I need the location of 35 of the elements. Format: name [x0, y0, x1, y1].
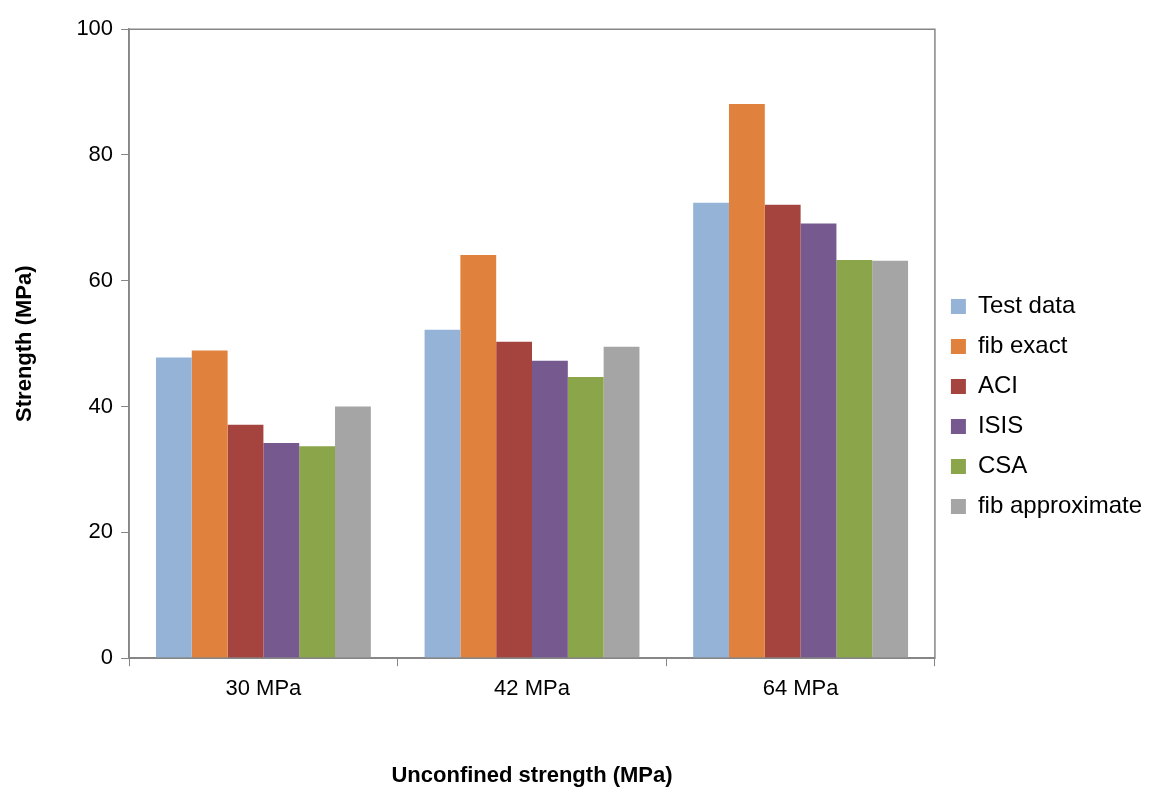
x-axis-title: Unconfined strength (MPa): [391, 761, 673, 787]
bar: [191, 350, 228, 658]
bar: [764, 204, 801, 658]
y-axis-title: Strength (MPa): [11, 265, 37, 422]
bar: [800, 223, 837, 658]
bar: [155, 357, 192, 658]
y-tick-label: 20: [88, 518, 114, 544]
legend-label: ACI: [977, 371, 1018, 399]
bar: [335, 406, 371, 658]
y-tick-label: 80: [88, 141, 114, 167]
bar: [728, 104, 765, 658]
y-tick-label: 0: [100, 644, 114, 670]
bar: [872, 260, 909, 658]
bar: [567, 377, 604, 658]
x-tick-label: 42 MPa: [494, 675, 571, 701]
bar: [496, 341, 533, 658]
legend-label: ISIS: [977, 411, 1024, 439]
legend-label: CSA: [977, 451, 1028, 479]
bar: [299, 446, 336, 658]
x-tick-label: 30 MPa: [225, 675, 303, 701]
bar: [603, 346, 640, 658]
legend-label: Test data: [977, 291, 1076, 319]
legend-label: fib exact: [977, 331, 1068, 359]
bar: [693, 202, 729, 658]
bar: [836, 260, 873, 658]
y-tick-label: 100: [76, 15, 114, 41]
bar: [263, 443, 300, 658]
bar: [460, 255, 497, 658]
legend-label: fib approximate: [977, 491, 1143, 519]
y-tick-label: 60: [88, 266, 114, 292]
x-tick-label: 64 MPa: [762, 675, 840, 701]
bar: [424, 329, 461, 658]
bar: [532, 360, 568, 658]
bar: [227, 424, 264, 658]
y-tick-label: 40: [88, 392, 114, 418]
